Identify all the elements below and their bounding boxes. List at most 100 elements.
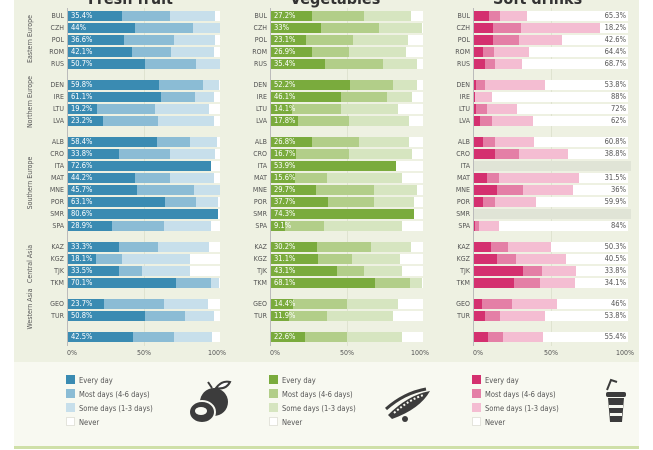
- fruit-icon: [186, 378, 236, 430]
- data-label-every-day: 61.1%: [71, 92, 93, 101]
- country-code: TUR: [457, 312, 470, 320]
- bar-some-days: [363, 11, 411, 21]
- bar-most-days: [483, 197, 496, 207]
- bar-every-day: [271, 311, 290, 321]
- bar-most-days: [104, 299, 164, 309]
- legend-item: Some days (1-3 days): [269, 403, 356, 413]
- country-code: POL: [254, 36, 267, 44]
- legend-label: Every day: [282, 376, 316, 385]
- bar-every-day: [68, 254, 96, 264]
- bar-every-day: [68, 35, 124, 45]
- panel-title: Soft drinks: [493, 0, 582, 8]
- legend-swatch: [472, 375, 481, 384]
- legend-swatch: [66, 389, 75, 398]
- bar-most-days: [292, 299, 347, 309]
- bar-track: [474, 332, 628, 342]
- bar-most-days: [145, 311, 186, 321]
- country-code: TJK: [54, 267, 64, 275]
- bar-every-day: [68, 104, 98, 114]
- bar-some-days: [507, 242, 551, 252]
- bar-most-days: [523, 266, 542, 276]
- country-code: CRO: [253, 150, 267, 158]
- x-tick-label: 50%: [340, 349, 354, 357]
- data-label-every-day: 23.2%: [71, 116, 93, 125]
- bar-track: [474, 242, 628, 252]
- data-label-every-day: 46.1%: [274, 92, 296, 101]
- bar-every-day: [474, 80, 476, 90]
- bar-most-days: [483, 47, 494, 57]
- bar-track: [474, 311, 628, 321]
- country-code: KAZ: [457, 243, 470, 251]
- bar-every-day: [68, 221, 112, 231]
- bar-every-day: [271, 185, 317, 195]
- bar-some-days: [392, 80, 417, 90]
- legend-swatch: [66, 417, 75, 426]
- bar-most-days: [318, 254, 352, 264]
- bar-some-days: [351, 254, 401, 264]
- x-tick-label: 0%: [473, 349, 483, 357]
- country-code: KGZ: [456, 255, 470, 263]
- data-label-never: 68.7%: [604, 59, 626, 68]
- data-label-every-day: 30.2%: [274, 242, 296, 251]
- bar-most-days: [484, 311, 501, 321]
- bar-some-days: [518, 149, 569, 159]
- data-label-every-day: 33.5%: [71, 266, 93, 275]
- country-code: CZH: [253, 24, 267, 32]
- bar-most-days: [311, 47, 350, 57]
- bar-most-days: [298, 116, 349, 126]
- bar-most-days: [134, 23, 193, 33]
- data-label-every-day: 53.9%: [274, 161, 296, 170]
- legend-item: Never: [472, 417, 505, 427]
- country-code: DEN: [456, 81, 470, 89]
- data-label-every-day: 33.3%: [71, 242, 93, 251]
- soft-drink-cup-icon: [603, 378, 629, 430]
- data-label-never: 46%: [611, 299, 626, 308]
- country-code: CRO: [50, 150, 64, 158]
- bar-most-days: [479, 116, 492, 126]
- bar-most-days: [296, 149, 349, 159]
- bar-some-days: [491, 116, 533, 126]
- bar-some-days: [523, 185, 573, 195]
- country-code: MNE: [252, 186, 267, 194]
- data-label-every-day: 15.6%: [274, 173, 296, 182]
- bar-some-days: [174, 35, 216, 45]
- bar-every-day: [68, 278, 176, 288]
- country-code: BUL: [254, 12, 267, 20]
- bar-some-days: [348, 149, 413, 159]
- bar-track: [474, 59, 628, 69]
- bar-most-days: [131, 47, 172, 57]
- data-label-every-day: 72.6%: [71, 161, 93, 170]
- axis-line-0: [473, 8, 474, 346]
- bar-most-days: [316, 185, 375, 195]
- country-code: RUS: [51, 60, 64, 68]
- data-label-every-day: 19.2%: [71, 104, 93, 113]
- bar-every-day: [474, 254, 497, 264]
- bar-some-days: [122, 254, 190, 264]
- legend-swatch: [472, 417, 481, 426]
- axis-line-0: [67, 8, 68, 346]
- data-label-every-day: 14.4%: [274, 299, 296, 308]
- x-tick-label: 100%: [411, 349, 430, 357]
- country-code: ITA: [460, 162, 470, 170]
- country-code: LTU: [256, 105, 267, 113]
- bar-every-day: [68, 173, 136, 183]
- bar-every-day: [271, 35, 307, 45]
- legend-swatch: [269, 389, 278, 398]
- legend-background: [14, 362, 639, 446]
- legend-swatch: [472, 389, 481, 398]
- country-code: LTU: [53, 105, 64, 113]
- bar-most-days: [513, 278, 541, 288]
- data-label-every-day: 22.6%: [274, 332, 296, 341]
- legend-swatch: [66, 375, 75, 384]
- x-tick-label: 0%: [67, 349, 77, 357]
- bar-every-day: [68, 137, 157, 147]
- data-label-every-day: 44%: [71, 23, 86, 32]
- bar-every-day: [474, 11, 489, 21]
- data-label-never: 38.8%: [604, 149, 626, 158]
- country-code: TKM: [253, 279, 267, 287]
- country-code: CZH: [50, 24, 64, 32]
- bar-most-days: [485, 59, 496, 69]
- bar-some-days: [485, 80, 546, 90]
- bar-some-days: [169, 11, 216, 21]
- bar-every-day: [271, 242, 317, 252]
